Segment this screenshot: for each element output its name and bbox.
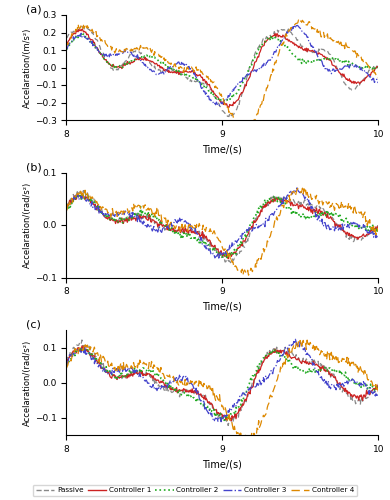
Text: (a): (a) (26, 5, 41, 15)
X-axis label: Time/(s): Time/(s) (202, 302, 242, 312)
X-axis label: Time/(s): Time/(s) (202, 144, 242, 154)
Text: (c): (c) (26, 320, 41, 330)
Y-axis label: Accelaration/(rad/s²): Accelaration/(rad/s²) (23, 182, 32, 268)
Text: (b): (b) (26, 162, 41, 172)
Y-axis label: Accelaration/(rad/s²): Accelaration/(rad/s²) (23, 340, 32, 426)
Legend: Passive, Controller 1, Controller 2, Controller 3, Controller 4: Passive, Controller 1, Controller 2, Con… (33, 484, 357, 496)
Y-axis label: Accelaration/(m/s²): Accelaration/(m/s²) (23, 28, 32, 108)
X-axis label: Time/(s): Time/(s) (202, 460, 242, 469)
